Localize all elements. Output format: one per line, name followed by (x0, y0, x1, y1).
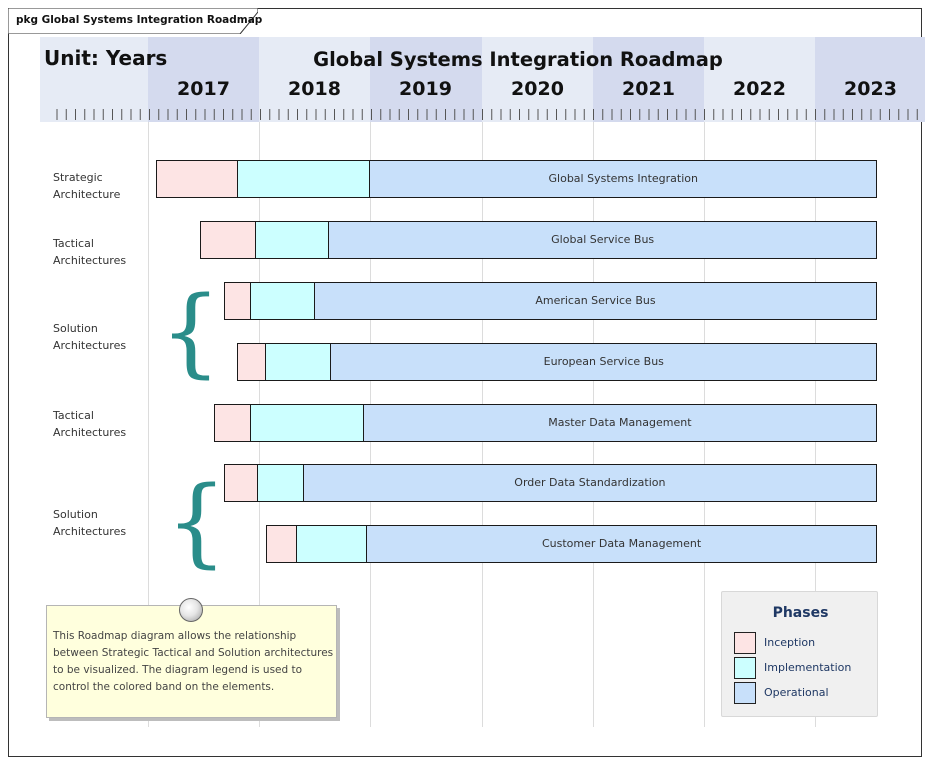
element-label: Global Service Bus (551, 233, 655, 246)
phase-operational (330, 343, 878, 381)
legend-label: Operational (764, 686, 829, 699)
phase-implementation (236, 160, 371, 198)
phase-inception (223, 282, 252, 320)
phase-inception (155, 160, 238, 198)
phase-implementation (264, 343, 332, 381)
row-label-line: Architectures (53, 525, 127, 538)
header-band-2020 (482, 37, 593, 122)
header-band-2021 (593, 37, 704, 122)
year-2019: 2019 (399, 78, 452, 100)
row-label-line: Solution (53, 508, 98, 521)
brace-icon: { (160, 276, 222, 388)
legend-swatch-inception (734, 632, 756, 654)
element-american-service-bus[interactable]: American Service Bus (223, 282, 878, 320)
gridline-2017 (148, 122, 149, 727)
roadmap-title: Global Systems Integration Roadmap (313, 48, 723, 71)
phase-operational (313, 282, 878, 320)
element-label: Customer Data Management (541, 537, 702, 550)
phase-operational (302, 464, 878, 502)
element-order-data-standardization[interactable]: Order Data Standardization (223, 464, 878, 502)
element-label: European Service Bus (543, 355, 664, 368)
phase-operational (328, 221, 878, 259)
element-global-service-bus[interactable]: Global Service Bus (200, 221, 878, 259)
phase-inception (236, 343, 266, 381)
phases-legend[interactable]: Phases Inception Implementation Operatio… (721, 591, 878, 717)
phase-implementation (250, 404, 364, 442)
element-customer-data-management[interactable]: Customer Data Management (265, 525, 878, 563)
brace-icon: { (166, 466, 228, 578)
phase-operational (362, 404, 878, 442)
note-text: This Roadmap diagram allows the relation… (53, 630, 334, 693)
row-label-tactical-1: Tactical Architectures (53, 235, 126, 269)
element-global-systems-integration[interactable]: Global Systems Integration (155, 160, 878, 198)
row-label-line: Tactical (53, 237, 94, 250)
row-label-line: Tactical (53, 409, 94, 422)
header-band-2019 (370, 37, 482, 122)
element-label: American Service Bus (535, 294, 656, 307)
row-label-line: Architectures (53, 254, 127, 267)
package-tab-shape (8, 8, 258, 34)
row-label-line: Architectures (53, 426, 127, 439)
element-label: Global Systems Integration (548, 172, 698, 185)
row-label-solution-2: Solution Architectures (53, 506, 126, 540)
phase-operational (369, 160, 878, 198)
diagram-note[interactable]: This Roadmap diagram allows the relation… (46, 605, 337, 718)
package-tab[interactable]: pkg Global Systems Integration Roadmap (8, 8, 262, 34)
package-title: pkg Global Systems Integration Roadmap (16, 14, 263, 26)
legend-swatch-operational (734, 682, 756, 704)
element-label: Master Data Management (548, 416, 692, 429)
year-2018: 2018 (288, 78, 341, 100)
header-band-2023 (815, 37, 925, 122)
pin-icon (179, 598, 203, 622)
header-band-2017 (148, 37, 259, 122)
row-label-line: Architecture (53, 188, 121, 201)
phase-inception (213, 404, 252, 442)
phase-inception (200, 221, 256, 259)
element-european-service-bus[interactable]: European Service Bus (236, 343, 878, 381)
phase-inception (265, 525, 297, 563)
legend-label: Inception (764, 636, 816, 649)
row-label-strategic: Strategic Architecture (53, 169, 120, 203)
row-label-tactical-2: Tactical Architectures (53, 407, 126, 441)
unit-label: Unit: Years (44, 46, 168, 70)
phase-inception (223, 464, 258, 502)
diagram-frame (8, 8, 922, 757)
legend-label: Implementation (764, 661, 852, 674)
legend-swatch-implementation (734, 657, 756, 679)
year-2021: 2021 (622, 78, 675, 100)
element-master-data-management[interactable]: Master Data Management (213, 404, 878, 442)
row-label-line: Solution (53, 322, 98, 335)
year-2022: 2022 (733, 78, 786, 100)
timeline-header (40, 37, 925, 122)
row-label-solution-1: Solution Architectures (53, 320, 126, 354)
year-2023: 2023 (844, 78, 897, 100)
year-2020: 2020 (511, 78, 564, 100)
row-label-line: Strategic (53, 171, 103, 184)
header-band-2022 (704, 37, 815, 122)
header-band-2018 (259, 37, 370, 122)
phase-implementation (254, 221, 330, 259)
row-label-line: Architectures (53, 339, 127, 352)
header-band-unit (40, 37, 148, 122)
legend-title: Phases (772, 605, 829, 621)
phase-implementation (256, 464, 304, 502)
phase-implementation (295, 525, 367, 563)
phase-implementation (250, 282, 315, 320)
phase-operational (365, 525, 878, 563)
element-label: Order Data Standardization (514, 476, 666, 489)
timeline-ticks (56, 109, 918, 120)
year-2017: 2017 (177, 78, 230, 100)
